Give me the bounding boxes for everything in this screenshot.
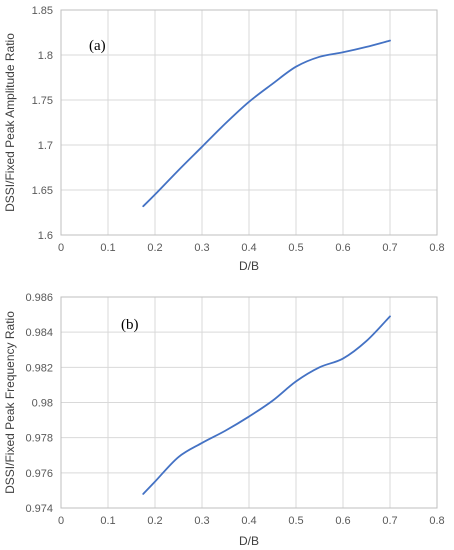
x-tick-label: 0.1	[100, 515, 115, 527]
x-tick-label: 0	[58, 242, 64, 254]
data-point	[201, 442, 203, 444]
x-tick-label: 0.7	[382, 242, 397, 254]
data-point	[389, 315, 391, 317]
x-tick-label: 0.5	[288, 242, 303, 254]
y-tick-label: 0.974	[25, 503, 53, 515]
x-tick-label: 0.4	[241, 515, 256, 527]
y-tick-label: 1.85	[32, 5, 53, 17]
x-tick-label: 0.4	[241, 242, 256, 254]
y-tick-label: 1.75	[32, 95, 53, 107]
chart-amplitude-ratio: 0 0.1 0.2 0.3 0.4 0.5 0.6 0.7 0.8 1.6 1.65 1.7 1.75 1…	[3, 5, 445, 272]
x-tick-label: 0.1	[100, 242, 115, 254]
data-point	[365, 46, 367, 48]
panel-label: (a)	[89, 38, 106, 54]
panel-label: (b)	[121, 317, 139, 333]
chart-frequency-ratio: 0 0.1 0.2 0.3 0.4 0.5 0.6 0.7 0.8 0.974 0.976 0.978…	[3, 292, 445, 548]
x-axis-title: D/B	[239, 259, 259, 272]
y-tick-label: 0.984	[25, 327, 53, 339]
x-tick-label: 0	[58, 515, 64, 527]
data-point	[271, 83, 273, 85]
y-tick-label: 1.7	[38, 140, 53, 152]
y-tick-label: 1.6	[38, 230, 53, 242]
x-tick-label: 0.3	[194, 515, 209, 527]
data-point	[177, 456, 179, 458]
data-point	[365, 340, 367, 342]
data-point	[271, 400, 273, 402]
y-tick-label: 0.986	[25, 292, 53, 304]
series-line	[142, 315, 391, 495]
series-line	[142, 39, 391, 208]
data-point	[318, 56, 320, 58]
x-tick-label: 0.3	[194, 242, 209, 254]
x-tick-label: 0.7	[382, 515, 397, 527]
x-tick-label: 0.2	[147, 515, 162, 527]
data-point	[389, 39, 391, 41]
data-point	[142, 205, 144, 207]
data-point	[224, 122, 226, 124]
x-tick-label: 0.8	[429, 515, 444, 527]
y-tick-label: 1.65	[32, 185, 53, 197]
data-point	[248, 415, 250, 417]
data-point	[201, 146, 203, 148]
y-axis-title: DSSI/Fixed Peak Amplitude Ratio	[3, 33, 17, 212]
y-tick-label: 0.978	[25, 433, 53, 445]
data-point	[224, 429, 226, 431]
data-point	[342, 51, 344, 53]
data-point	[295, 66, 297, 68]
plot-area-border	[60, 296, 438, 509]
data-point	[342, 357, 344, 359]
data-point	[142, 493, 144, 495]
y-tick-label: 0.976	[25, 468, 53, 480]
data-point	[318, 366, 320, 368]
x-tick-label: 0.6	[335, 515, 350, 527]
x-tick-label: 0.2	[147, 242, 162, 254]
x-tick-label: 0.8	[429, 242, 444, 254]
data-point	[248, 101, 250, 103]
x-tick-label: 0.6	[335, 242, 350, 254]
y-tick-label: 1.8	[38, 50, 53, 62]
x-axis-title: D/B	[239, 534, 259, 548]
y-axis-title: DSSI/Fixed Peak Frequency Ratio	[3, 311, 17, 494]
plot-area-border	[60, 9, 438, 236]
data-point	[154, 480, 156, 482]
data-point	[154, 193, 156, 195]
x-tick-label: 0.5	[288, 515, 303, 527]
y-tick-label: 0.98	[32, 398, 53, 410]
data-point	[295, 380, 297, 382]
data-point	[177, 169, 179, 171]
y-tick-label: 0.982	[25, 362, 53, 374]
